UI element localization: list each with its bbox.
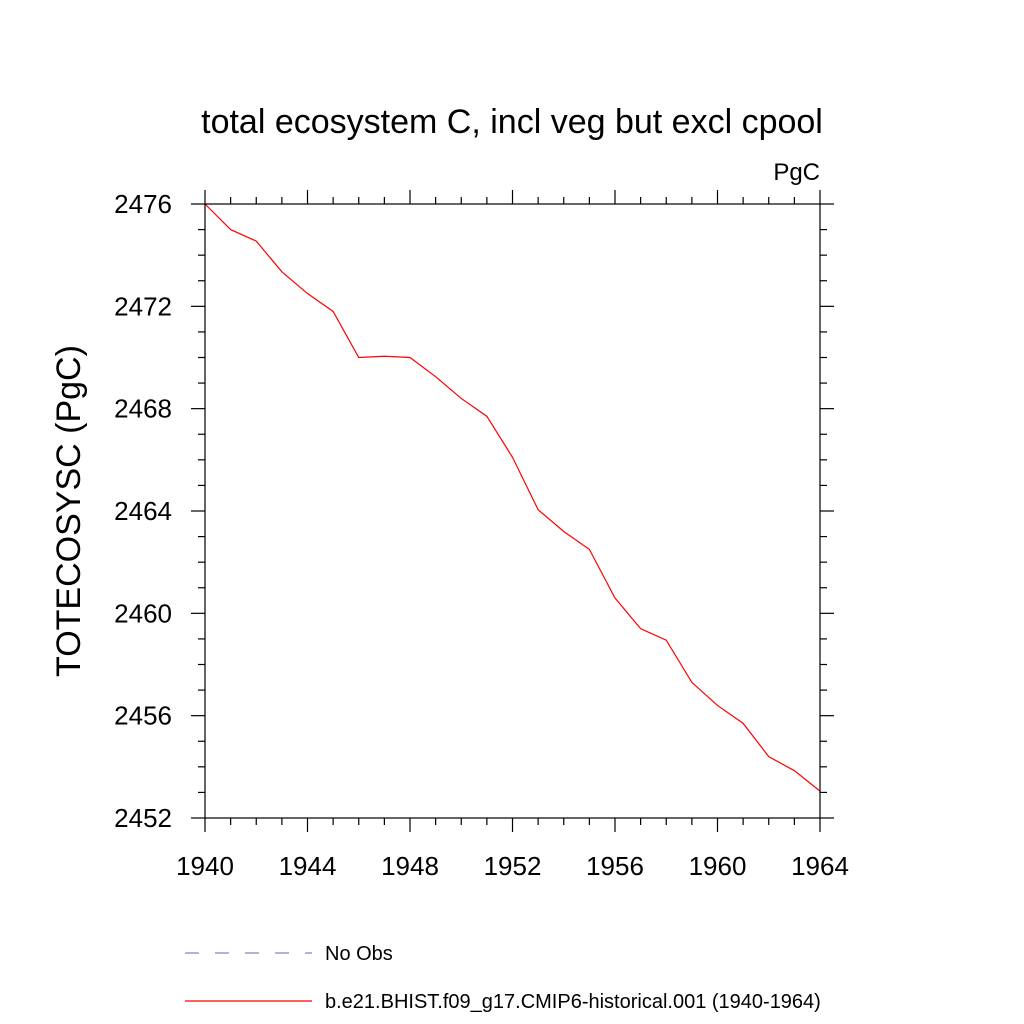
y-tick-label: 2452 [114,803,172,833]
units-label: PgC [773,159,820,186]
legend: No Obs b.e21.BHIST.f09_g17.CMIP6-histori… [185,943,821,1013]
x-tick-label: 1960 [689,851,747,881]
y-tick-label: 2460 [114,598,172,628]
legend-label-historical: b.e21.BHIST.f09_g17.CMIP6-historical.001… [325,991,821,1013]
axis-ticks [191,190,834,832]
x-tick-label: 1940 [176,851,234,881]
legend-label-no-obs: No Obs [325,943,393,965]
y-axis-label: TOTECOSYSC (PgC) [50,345,88,677]
y-tick-label: 2472 [114,291,172,321]
x-tick-label: 1948 [381,851,439,881]
series-line-historical [204,203,821,792]
y-tick-label: 2456 [114,701,172,731]
plot-frame [204,203,821,819]
chart-title: total ecosystem C, incl veg but excl cpo… [201,103,823,141]
plot-series [204,203,821,792]
y-tick-label: 2468 [114,394,172,424]
y-tick-label: 2464 [114,496,172,526]
x-tick-label: 1964 [791,851,849,881]
y-tick-label: 2476 [114,189,172,219]
x-tick-label: 1952 [484,851,542,881]
x-tick-label: 1956 [586,851,644,881]
x-tick-label: 1944 [279,851,337,881]
axis-tick-labels: 1940 1944 1948 1952 1956 1960 1964 2452 2456 2460… [114,189,849,881]
